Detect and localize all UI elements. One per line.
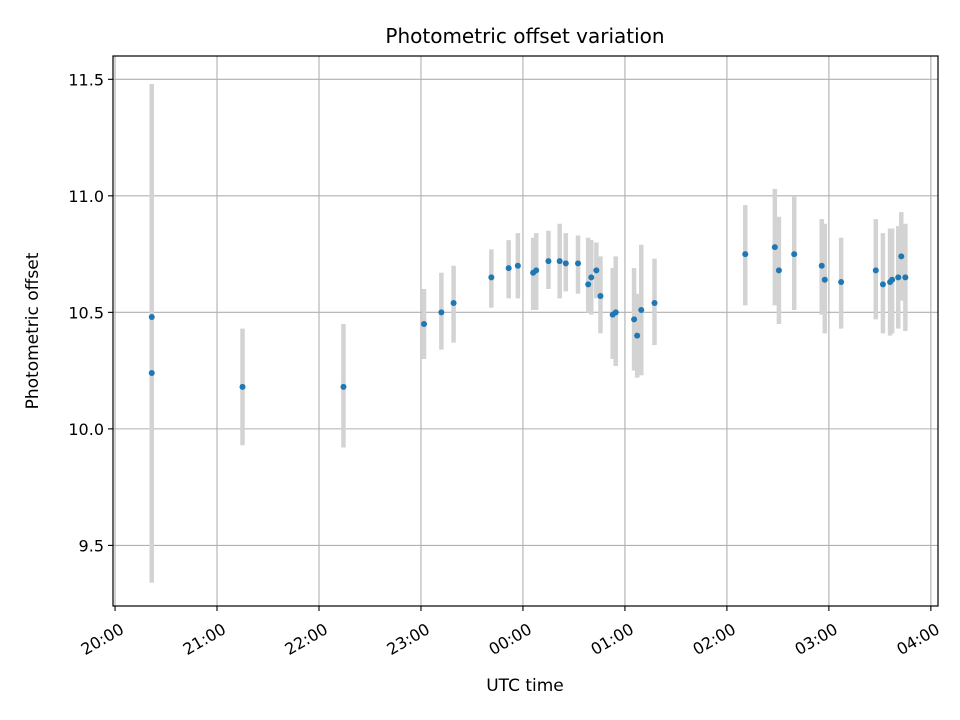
data-point <box>533 267 540 274</box>
data-point <box>895 274 902 281</box>
data-point <box>239 383 246 390</box>
data-point <box>514 262 521 269</box>
data-points <box>148 244 909 390</box>
y-axis-label: Photometric offset <box>23 252 43 409</box>
plot-frame <box>112 55 939 607</box>
data-point <box>450 300 457 307</box>
y-tick-label: 11.0 <box>68 187 104 206</box>
data-point <box>651 300 658 307</box>
data-point <box>488 274 495 281</box>
data-point <box>562 260 569 267</box>
grid <box>113 56 938 606</box>
data-point <box>771 244 778 251</box>
data-point <box>148 314 155 321</box>
data-point <box>889 276 896 283</box>
data-point <box>588 274 595 281</box>
data-point <box>148 369 155 376</box>
data-point <box>638 307 645 314</box>
data-point <box>631 316 638 323</box>
y-tick-label: 10.0 <box>68 420 104 439</box>
data-point <box>597 293 604 300</box>
data-point <box>879 281 886 288</box>
data-point <box>438 309 445 316</box>
data-point <box>593 267 600 274</box>
data-point <box>898 253 905 260</box>
data-point <box>585 281 592 288</box>
y-tick-label: 9.5 <box>79 536 104 555</box>
data-point <box>612 309 619 316</box>
data-point <box>818 262 825 269</box>
chart-title: Photometric offset variation <box>385 24 664 48</box>
y-axis: 9.5 10.0 10.5 11.0 11.5 <box>68 70 113 555</box>
data-point <box>838 279 845 286</box>
data-point <box>821 276 828 283</box>
data-point <box>556 258 563 265</box>
data-point <box>505 265 512 272</box>
data-point <box>791 251 798 258</box>
data-point <box>634 332 641 339</box>
data-point <box>340 383 347 390</box>
x-axis-label: UTC time <box>486 676 564 696</box>
data-point <box>775 267 782 274</box>
data-point <box>545 258 552 265</box>
data-point <box>575 260 582 267</box>
data-point <box>742 251 749 258</box>
data-point <box>872 267 879 274</box>
y-tick-label: 10.5 <box>68 303 104 322</box>
y-tick-label: 11.5 <box>68 70 104 89</box>
data-point <box>902 274 909 281</box>
data-point <box>421 321 428 328</box>
